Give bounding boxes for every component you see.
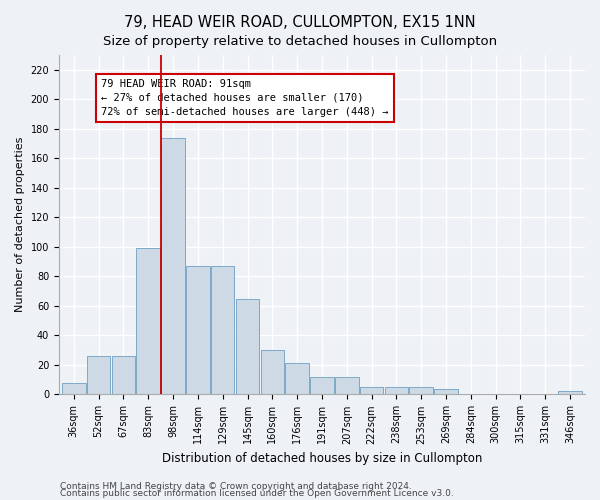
Bar <box>434 388 458 394</box>
Bar <box>409 387 433 394</box>
Bar <box>360 387 383 394</box>
X-axis label: Distribution of detached houses by size in Cullompton: Distribution of detached houses by size … <box>162 452 482 465</box>
Text: Size of property relative to detached houses in Cullompton: Size of property relative to detached ho… <box>103 35 497 48</box>
Text: 79 HEAD WEIR ROAD: 91sqm
← 27% of detached houses are smaller (170)
72% of semi-: 79 HEAD WEIR ROAD: 91sqm ← 27% of detach… <box>101 79 388 117</box>
Bar <box>286 364 309 394</box>
Bar <box>559 392 582 394</box>
Bar <box>335 376 359 394</box>
Bar <box>112 356 135 395</box>
Bar <box>87 356 110 395</box>
Text: 79, HEAD WEIR ROAD, CULLOMPTON, EX15 1NN: 79, HEAD WEIR ROAD, CULLOMPTON, EX15 1NN <box>124 15 476 30</box>
Bar <box>136 248 160 394</box>
Bar <box>260 350 284 395</box>
Bar <box>161 138 185 394</box>
Bar <box>211 266 235 394</box>
Y-axis label: Number of detached properties: Number of detached properties <box>15 137 25 312</box>
Bar <box>385 387 408 394</box>
Bar <box>310 376 334 394</box>
Bar <box>186 266 209 394</box>
Bar <box>62 382 86 394</box>
Text: Contains public sector information licensed under the Open Government Licence v3: Contains public sector information licen… <box>60 489 454 498</box>
Text: Contains HM Land Registry data © Crown copyright and database right 2024.: Contains HM Land Registry data © Crown c… <box>60 482 412 491</box>
Bar <box>236 298 259 394</box>
